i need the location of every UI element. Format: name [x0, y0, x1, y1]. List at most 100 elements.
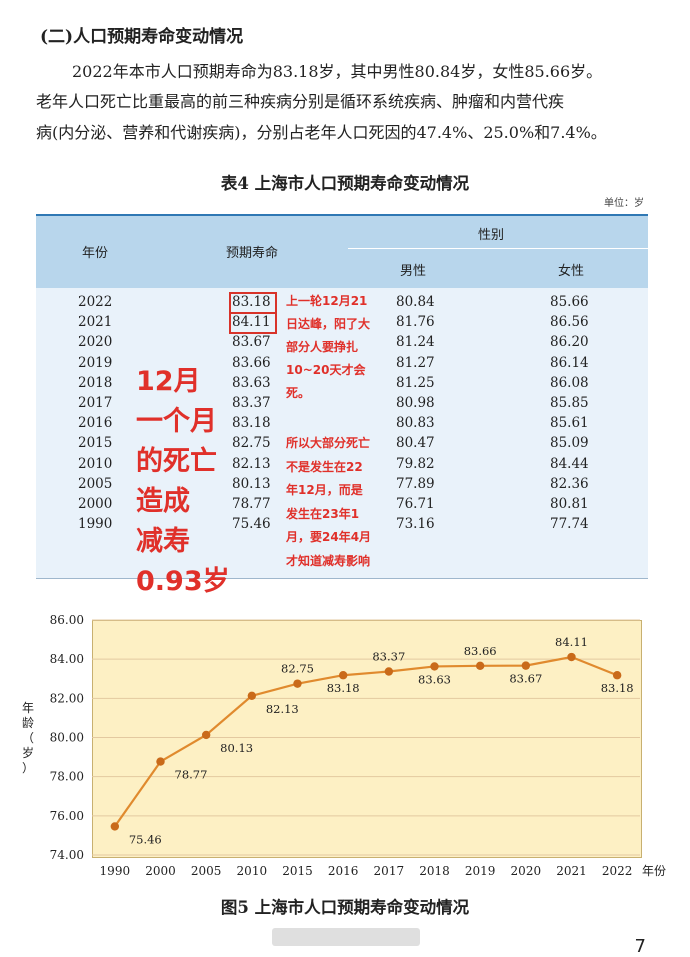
- table-cell-year: 2022: [78, 294, 113, 310]
- table-cell-female: 84.44: [550, 455, 589, 472]
- data-label: 78.77: [175, 768, 208, 782]
- data-label: 84.11: [555, 635, 588, 649]
- paragraph-line-1: 2022年本市人口预期寿命为83.18岁，其中男性80.84岁，女性85.66岁…: [72, 62, 603, 81]
- figure-caption: 图5 上海市人口预期寿命变动情况: [220, 898, 470, 917]
- paragraph-line-3: 病(内分泌、营养和代谢疾病)，分别占老年人口死因的47.4%、25.0%和7.4…: [36, 123, 607, 142]
- table-cell-male: 81.27: [396, 354, 435, 371]
- life-expectancy-table: 年份 预期寿命 性别 男性 女性 2022 83.18 80.84 85.66 2021…: [36, 214, 648, 597]
- annotation-big-text: 减寿: [136, 526, 190, 557]
- y-tick-label: 74.00: [50, 848, 84, 862]
- table-title: 表4 上海市人口预期寿命变动情况: [220, 174, 470, 193]
- data-label: 83.18: [327, 681, 360, 695]
- annotation-note-top: 上一轮12月21: [286, 294, 368, 308]
- data-point: [201, 730, 211, 740]
- annotation-big-text: 12月: [136, 366, 201, 397]
- y-axis-label-char: 岁: [22, 745, 34, 760]
- table-cell-life: 75.46: [232, 516, 271, 533]
- x-tick-label: 2015: [282, 864, 313, 878]
- paragraph-line-2: 老年人口死亡比重最高的前三种疾病分别是循环系统疾病、肿瘤和内营代疾: [36, 92, 565, 111]
- header-gender: 性别: [478, 228, 505, 243]
- header-male: 男性: [400, 264, 427, 279]
- annotation-big-text: 一个月: [136, 406, 217, 437]
- watermark-bar: [272, 928, 420, 946]
- y-tick-label: 76.00: [50, 809, 84, 823]
- table-cell-female: 86.14: [550, 354, 589, 371]
- data-point: [293, 679, 302, 688]
- header-year: 年份: [82, 246, 109, 261]
- table-cell-year: 2020: [78, 334, 113, 351]
- table-cell-year: 1990: [78, 516, 113, 533]
- y-axis-label-char: 龄: [22, 716, 34, 730]
- data-label: 83.37: [372, 650, 405, 664]
- table-cell-male: 80.98: [396, 395, 435, 411]
- table-cell-male: 80.83: [396, 415, 435, 432]
- annotation-note-bottom: 月，要24年4月: [286, 530, 372, 544]
- table-cell-year: 2018: [78, 374, 113, 391]
- x-tick-label: 2010: [237, 864, 268, 878]
- table-cell-year: 2021: [78, 314, 113, 331]
- y-tick-label: 80.00: [50, 731, 84, 745]
- annotation-note-bottom: 年12月，而是: [286, 483, 363, 497]
- annotation-big-text: 的死亡: [136, 446, 217, 477]
- data-label: 80.13: [220, 741, 253, 755]
- table-header: 年份 预期寿命 性别 男性 女性: [36, 214, 648, 290]
- annotation-big-text: 0.93岁: [136, 566, 230, 597]
- data-label: 82.13: [266, 702, 299, 716]
- x-tick-label: 2016: [328, 864, 359, 878]
- table-cell-life: 82.75: [232, 435, 271, 452]
- data-label: 83.63: [418, 672, 451, 686]
- data-point: [338, 671, 348, 680]
- x-tick-label: 2017: [374, 864, 405, 878]
- table-cell-female: 85.85: [550, 395, 589, 411]
- data-label: 83.66: [464, 644, 497, 658]
- annotation-note-top: 10~20天才会: [286, 363, 366, 377]
- unit-note: 单位：岁: [604, 198, 644, 209]
- table-cell-year: 2016: [78, 415, 113, 432]
- table-cell-life: 83.63: [232, 374, 271, 391]
- y-tick-label: 86.00: [50, 613, 84, 627]
- x-tick-label: 2000: [145, 864, 176, 878]
- annotation-note-bottom: 不是发生在22: [286, 459, 363, 474]
- table-cell-male: 80.47: [396, 435, 435, 452]
- table-cell-male: 77.89: [396, 475, 435, 492]
- header-divider: [348, 248, 648, 249]
- table-cell-female: 86.08: [550, 374, 589, 391]
- annotation-note-top: 死。: [286, 386, 311, 400]
- table-cell-male: 81.76: [396, 314, 435, 331]
- data-point: [247, 691, 257, 700]
- table-cell-year: 2005: [78, 475, 113, 492]
- table-cell-year: 2015: [78, 435, 113, 452]
- table-cell-male: 81.25: [396, 374, 435, 391]
- table-cell-year: 2019: [78, 354, 113, 371]
- annotation-note-bottom: 发生在23年1: [286, 506, 360, 521]
- data-point: [384, 667, 394, 676]
- y-tick-label: 84.00: [50, 652, 84, 666]
- table-cell-male: 80.84: [396, 294, 435, 310]
- table-cell-life: 83.67: [232, 334, 271, 351]
- table-cell-life: 83.66: [232, 354, 271, 371]
- table-cell-female: 82.36: [550, 475, 589, 492]
- chart-plot-area: [92, 620, 642, 858]
- x-tick-label: 2005: [191, 864, 222, 878]
- series-line: [113, 655, 618, 828]
- table-cell-male: 79.82: [396, 455, 435, 472]
- header-life-expectancy: 预期寿命: [226, 246, 279, 261]
- y-axis-label-char: （: [22, 731, 34, 745]
- table-cell-life: 80.13: [232, 475, 271, 492]
- annotation-note-bottom: 才知道减寿影响: [286, 553, 371, 568]
- data-point: [521, 661, 531, 670]
- x-tick-label: 2021: [556, 864, 587, 878]
- table-cell-male: 81.24: [396, 334, 435, 351]
- y-axis-label-char: 年: [22, 701, 34, 715]
- table-cell-female: 77.74: [550, 516, 589, 533]
- table-cell-life: 83.18: [232, 415, 271, 432]
- table-cell-female: 85.61: [550, 415, 589, 432]
- data-label: 82.75: [281, 662, 314, 676]
- table-cell-male: 73.16: [396, 516, 435, 533]
- x-axis-label: 年份: [642, 864, 666, 878]
- table-cell-female: 85.09: [550, 435, 589, 452]
- x-tick-label: 2018: [419, 864, 450, 878]
- table-cell-year: 2017: [78, 395, 113, 411]
- page-number: 7: [634, 936, 646, 957]
- header-female: 女性: [558, 264, 585, 279]
